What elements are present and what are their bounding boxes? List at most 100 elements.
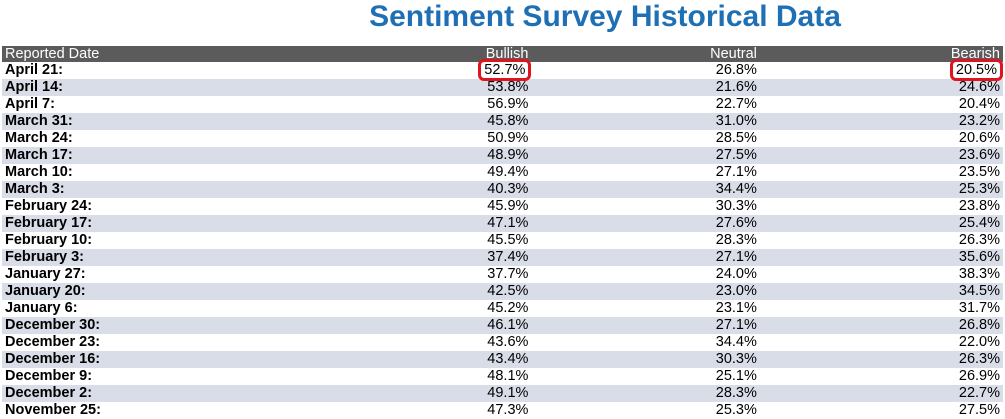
bullish-cell: 37.4% bbox=[233, 249, 531, 266]
bullish-cell: 43.4% bbox=[233, 351, 531, 368]
reported-date-cell-value: December 16: bbox=[5, 351, 101, 367]
neutral-cell: 27.1% bbox=[531, 317, 759, 334]
neutral-cell: 27.5% bbox=[531, 147, 759, 164]
bearish-cell: 26.8% bbox=[760, 317, 1003, 334]
neutral-cell: 25.1% bbox=[531, 368, 759, 385]
neutral-cell-value: 34.4% bbox=[715, 334, 757, 350]
neutral-cell: 23.1% bbox=[531, 300, 759, 317]
neutral-cell: 27.1% bbox=[531, 164, 759, 181]
table-row: February 3: 37.4% 27.1% 35.6% bbox=[2, 249, 1003, 266]
bearish-cell-value: 31.7% bbox=[958, 300, 1000, 316]
neutral-cell-value: 27.6% bbox=[715, 215, 757, 231]
reported-date-cell-value: March 3: bbox=[5, 181, 65, 197]
neutral-cell-value: 34.4% bbox=[715, 181, 757, 197]
bearish-cell-value: 26.3% bbox=[958, 232, 1000, 248]
bearish-cell: 26.9% bbox=[760, 368, 1003, 385]
reported-date-cell-value: March 10: bbox=[5, 164, 73, 180]
bearish-cell: 34.5% bbox=[760, 283, 1003, 300]
reported-date-cell-value: February 3: bbox=[5, 249, 84, 265]
bearish-cell: 38.3% bbox=[760, 266, 1003, 283]
bearish-cell: 23.2% bbox=[760, 113, 1003, 130]
neutral-cell: 24.0% bbox=[531, 266, 759, 283]
reported-date-cell: January 6: bbox=[2, 300, 233, 317]
bearish-cell: 25.4% bbox=[760, 215, 1003, 232]
neutral-cell-value: 28.3% bbox=[715, 232, 757, 248]
neutral-cell: 27.6% bbox=[531, 215, 759, 232]
neutral-cell-value: 25.3% bbox=[715, 402, 757, 418]
table-row: February 10: 45.5% 28.3% 26.3% bbox=[2, 232, 1003, 249]
reported-date-cell-value: March 31: bbox=[5, 113, 73, 129]
reported-date-cell-value: April 14: bbox=[5, 79, 64, 95]
bearish-cell: 31.7% bbox=[760, 300, 1003, 317]
table-row: December 2: 49.1% 28.3% 22.7% bbox=[2, 385, 1003, 402]
reported-date-cell-value: December 23: bbox=[5, 334, 101, 350]
neutral-cell: 28.5% bbox=[531, 130, 759, 147]
reported-date-cell: March 10: bbox=[2, 164, 233, 181]
bullish-cell: 42.5% bbox=[233, 283, 531, 300]
bearish-cell-value: 26.9% bbox=[958, 368, 1000, 384]
neutral-cell: 26.8% bbox=[531, 62, 759, 79]
table-row: January 20: 42.5% 23.0% 34.5% bbox=[2, 283, 1003, 300]
reported-date-cell-value: February 24: bbox=[5, 198, 93, 214]
bullish-cell: 52.7% bbox=[233, 59, 532, 81]
column-header-bullish[interactable]: Bullish bbox=[485, 46, 529, 62]
reported-date-cell: March 17: bbox=[2, 147, 233, 164]
table-row: March 31: 45.8% 31.0% 23.2% bbox=[2, 113, 1003, 130]
reported-date-cell: January 27: bbox=[2, 266, 233, 283]
bullish-cell: 45.9% bbox=[233, 198, 531, 215]
table-row: March 10: 49.4% 27.1% 23.5% bbox=[2, 164, 1003, 181]
bullish-cell: 37.7% bbox=[233, 266, 531, 283]
column-header-reported-date[interactable]: Reported Date bbox=[5, 46, 100, 62]
neutral-cell: 21.6% bbox=[531, 79, 759, 96]
bearish-cell: 26.3% bbox=[760, 351, 1003, 368]
bullish-cell-value: 49.4% bbox=[487, 164, 529, 180]
neutral-cell: 31.0% bbox=[531, 113, 759, 130]
bullish-cell: 48.1% bbox=[233, 368, 531, 385]
reported-date-cell: February 10: bbox=[2, 232, 233, 249]
column-header-bearish[interactable]: Bearish bbox=[950, 46, 1000, 62]
bullish-cell: 45.5% bbox=[233, 232, 531, 249]
bearish-cell: 23.8% bbox=[760, 198, 1003, 215]
column-header-neutral[interactable]: Neutral bbox=[710, 46, 757, 62]
neutral-cell-value: 27.1% bbox=[715, 249, 757, 265]
neutral-cell: 23.0% bbox=[531, 283, 759, 300]
bullish-cell-value: 45.8% bbox=[487, 113, 529, 129]
table-row: December 30: 46.1% 27.1% 26.8% bbox=[2, 317, 1003, 334]
bearish-cell-value: 20.6% bbox=[958, 130, 1000, 146]
bullish-cell-value: 45.2% bbox=[487, 300, 529, 316]
reported-date-cell: December 23: bbox=[2, 334, 233, 351]
table-row: January 27: 37.7% 24.0% 38.3% bbox=[2, 266, 1003, 283]
neutral-cell: 25.3% bbox=[531, 402, 759, 419]
neutral-cell-value: 24.0% bbox=[715, 266, 757, 282]
table-row: April 14: 53.8% 21.6% 24.6% bbox=[2, 79, 1003, 96]
bullish-cell-value: 53.8% bbox=[487, 79, 529, 95]
table-row: April 21: 52.7% 26.8% 20.5% bbox=[2, 59, 1004, 81]
neutral-cell: 27.1% bbox=[531, 249, 759, 266]
bullish-cell-value: 47.3% bbox=[487, 402, 529, 418]
neutral-cell-value: 27.1% bbox=[715, 317, 757, 333]
neutral-cell-value: 25.1% bbox=[715, 368, 757, 384]
bullish-cell: 53.8% bbox=[233, 79, 531, 96]
bullish-cell: 47.1% bbox=[233, 215, 531, 232]
bullish-cell: 49.1% bbox=[233, 385, 531, 402]
bullish-cell-value: 45.5% bbox=[487, 232, 529, 248]
reported-date-cell: February 24: bbox=[2, 198, 233, 215]
neutral-cell: 30.3% bbox=[531, 198, 759, 215]
bearish-cell-value: 22.0% bbox=[958, 334, 1000, 350]
reported-date-cell-value: November 25: bbox=[5, 402, 101, 418]
bullish-cell-value: 48.1% bbox=[487, 368, 529, 384]
bearish-cell: 20.4% bbox=[760, 96, 1003, 113]
bullish-cell-value: 42.5% bbox=[487, 283, 529, 299]
table-body: April 21: 52.7% 26.8% 20.5% April 14: 53.8% 21… bbox=[2, 59, 1004, 419]
bearish-cell-value: 35.6% bbox=[958, 249, 1000, 265]
bearish-highlighted-value: 20.5% bbox=[949, 59, 1004, 81]
reported-date-cell: January 20: bbox=[2, 283, 233, 300]
table-row: December 16: 43.4% 30.3% 26.3% bbox=[2, 351, 1003, 368]
bullish-cell-value: 45.9% bbox=[487, 198, 529, 214]
page-title: Sentiment Survey Historical Data bbox=[369, 0, 841, 33]
table-row: November 25: 47.3% 25.3% 27.5% bbox=[2, 402, 1003, 419]
bullish-cell: 45.2% bbox=[233, 300, 531, 317]
bearish-cell: 27.5% bbox=[760, 402, 1003, 419]
reported-date-cell-value: December 30: bbox=[5, 317, 101, 333]
bullish-cell-value: 37.4% bbox=[487, 249, 529, 265]
